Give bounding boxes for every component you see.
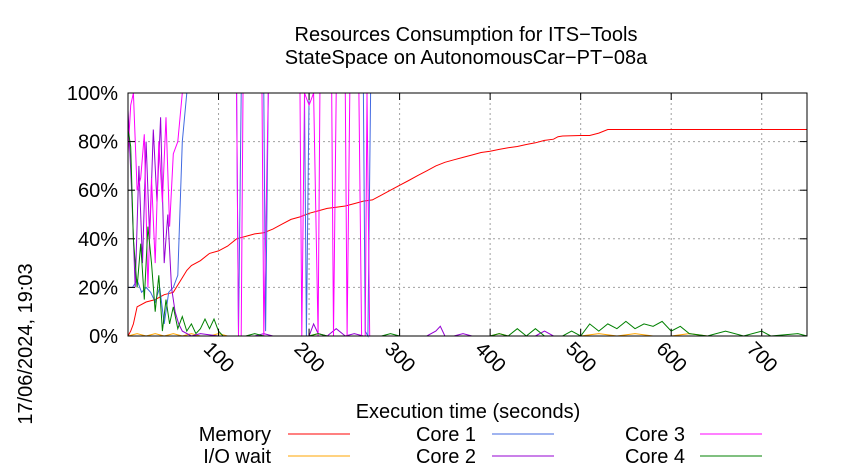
y-tick-label: 80%	[78, 132, 118, 154]
legend-label-core-2: Core 2	[416, 446, 476, 468]
legend-label-core-3: Core 3	[625, 424, 685, 446]
x-tick-label: 700	[742, 338, 781, 377]
legend-label-core-1: Core 1	[416, 424, 476, 446]
chart-subtitle: StateSpace on AutonomousCar−PT−08a	[285, 47, 648, 69]
series-line-memory	[127, 129, 807, 337]
x-tick-label: 300	[380, 338, 419, 377]
x-tick-label: 200	[290, 338, 329, 377]
x-tick-label: 500	[561, 338, 600, 377]
y-tick-label: 100%	[67, 83, 118, 105]
x-tick-label: 400	[471, 338, 510, 377]
legend-label-core-4: Core 4	[625, 446, 685, 468]
legend-label-memory: Memory	[199, 424, 271, 446]
legend-label-i-o-wait: I/O wait	[203, 446, 271, 468]
y-tick-label: 0%	[89, 326, 118, 348]
x-tick-label: 600	[652, 338, 691, 377]
x-axis-label: Execution time (seconds)	[356, 401, 581, 423]
plot-frame	[127, 92, 808, 337]
timestamp-label: 17/06/2024, 19:03	[15, 263, 37, 424]
axes: 0% 20% 40% 60% 80% 100% 100 200 300 400 500 600 700	[67, 83, 807, 377]
series-line-core-4	[127, 129, 808, 337]
series-layer	[127, 92, 808, 338]
chart-title: Resources Consumption for ITS−Tools	[295, 24, 638, 46]
y-tick-label: 20%	[78, 277, 118, 299]
series-line-core-2	[127, 109, 807, 337]
y-tick-label: 40%	[78, 229, 118, 251]
x-tick-label: 100	[199, 338, 238, 377]
y-tick-label: 60%	[78, 180, 118, 202]
